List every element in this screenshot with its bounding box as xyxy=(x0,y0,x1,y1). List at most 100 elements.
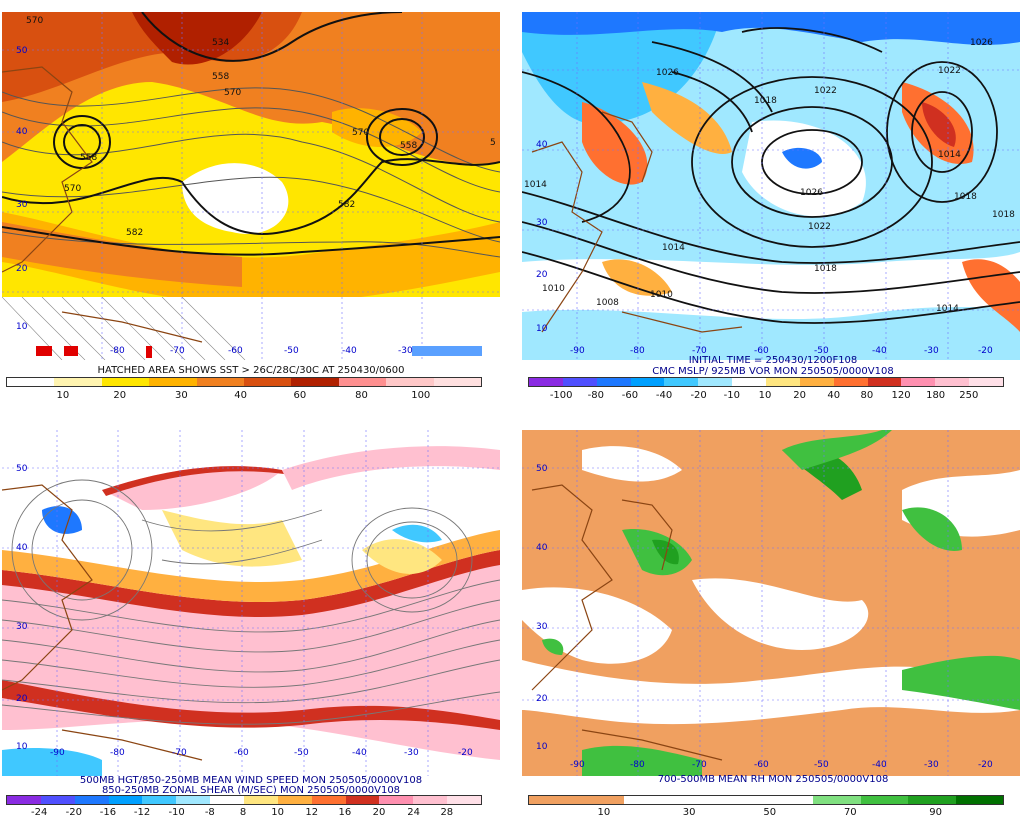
colorbar-label: 10 xyxy=(271,807,284,818)
colorbar-label: -100 xyxy=(549,390,573,401)
lon-label: -20 xyxy=(458,748,473,758)
contour-label: 1010 xyxy=(650,290,673,300)
colorbar-label: -20 xyxy=(690,390,707,401)
contour-label: 570 xyxy=(224,88,242,98)
colorbar-swatch xyxy=(969,378,1004,386)
contour-label: 1010 xyxy=(542,284,565,294)
colorbar-swatch xyxy=(955,796,1004,804)
lat-label: 40 xyxy=(536,140,548,150)
colorbar-swatch xyxy=(529,378,563,386)
lon-label: -40 xyxy=(342,346,357,356)
contour-label: 558 xyxy=(80,153,98,163)
contour-label: 1014 xyxy=(936,304,959,314)
colorbar-label: 120 xyxy=(891,390,911,401)
colorbar-label: -40 xyxy=(655,390,673,401)
colorbar xyxy=(6,795,482,805)
lat-label: 20 xyxy=(16,264,28,274)
colorbar-label: 28 xyxy=(440,807,454,818)
colorbar-labels: 10 20 30 40 60 80 100 xyxy=(6,390,480,402)
colorbar-swatch xyxy=(901,378,936,386)
contour-label: 1018 xyxy=(814,264,837,274)
lon-label: -50 xyxy=(814,760,829,770)
colorbar-swatch xyxy=(54,378,102,386)
colorbar-swatch xyxy=(379,796,414,804)
lat-label: 30 xyxy=(16,200,28,210)
colorbar-swatch xyxy=(630,378,665,386)
colorbar xyxy=(528,795,1004,805)
map-700-500mb-rh: 50 40 30 20 10 -90 -80 -70 -60 -50 -40 -… xyxy=(522,430,1020,776)
colorbar-swatch xyxy=(244,378,292,386)
colorbar-label: 30 xyxy=(682,807,696,818)
colorbar-swatch xyxy=(833,378,868,386)
colorbar-label: 70 xyxy=(843,807,857,818)
contour-label: 1022 xyxy=(814,86,837,96)
colorbar-label: 24 xyxy=(407,807,420,818)
colorbar-swatch xyxy=(413,796,448,804)
lon-label: -60 xyxy=(754,760,769,770)
map-500mb-hgt-wind-shear: 50 40 30 20 10 -90 -80 -70 -60 -50 -40 -… xyxy=(2,430,500,776)
lat-label: 20 xyxy=(536,270,548,280)
lon-label: -50 xyxy=(294,748,309,758)
panel-caption: 700-500MB MEAN RH MON 250505/0000V108 xyxy=(657,774,889,785)
lon-label: -90 xyxy=(570,346,585,356)
lat-label: 10 xyxy=(536,742,548,752)
lon-label: -60 xyxy=(754,346,769,356)
contour-label: 1022 xyxy=(938,66,961,76)
panel-sst-500mb: 570 534 558 570 558 570 582 582 558 570 … xyxy=(0,0,502,402)
colorbar-label: -24 xyxy=(31,807,48,818)
contour-label: 5 xyxy=(490,138,496,148)
lon-label: -30 xyxy=(924,346,939,356)
lat-label: 10 xyxy=(16,322,28,332)
colorbar-swatch xyxy=(596,378,631,386)
lon-label: -80 xyxy=(630,346,645,356)
lon-label: -70 xyxy=(170,346,185,356)
lon-label: -70 xyxy=(172,748,187,758)
colorbar-label: 16 xyxy=(338,807,352,818)
lat-label: 50 xyxy=(536,464,548,474)
colorbar-swatch xyxy=(291,378,339,386)
lon-label: -20 xyxy=(978,346,993,356)
colorbar-label: 90 xyxy=(929,807,942,818)
lat-label: 40 xyxy=(16,127,28,137)
lon-label: -60 xyxy=(228,346,243,356)
colorbar-swatch xyxy=(244,796,278,804)
colorbar-label: -20 xyxy=(65,807,82,818)
colorbar-swatch xyxy=(386,378,434,386)
panel-caption: CMC MSLP/ 925MB VOR MON 250505/0000V108 xyxy=(652,366,894,377)
colorbar-label: 12 xyxy=(305,807,319,818)
colorbar-swatch xyxy=(74,796,109,804)
colorbar-label: -12 xyxy=(133,807,151,818)
lon-label: -40 xyxy=(872,346,887,356)
map-mslp-925mb-vorticity: 1026 1022 1018 1026 1022 1018 1014 1010 … xyxy=(522,12,1020,360)
colorbar-swatch xyxy=(671,796,719,804)
colorbar-swatch xyxy=(196,378,245,386)
colorbar-label: -10 xyxy=(168,807,185,818)
colorbar-swatch xyxy=(732,378,767,386)
colorbar-label: 10 xyxy=(758,390,772,401)
colorbar-swatch xyxy=(860,796,909,804)
contour-label: 570 xyxy=(352,128,370,138)
colorbar-swatch xyxy=(813,796,861,804)
colorbar-swatch xyxy=(108,796,143,804)
colorbar-swatch xyxy=(210,796,245,804)
colorbar-swatch xyxy=(142,796,177,804)
contour-label: 570 xyxy=(64,184,82,194)
colorbar-swatch xyxy=(766,378,800,386)
colorbar-swatch xyxy=(277,796,312,804)
colorbar-swatch xyxy=(176,796,211,804)
colorbar-swatch xyxy=(935,378,970,386)
colorbar-swatch xyxy=(101,378,150,386)
panel-shear: 50 40 30 20 10 -90 -80 -70 -60 -50 -40 -… xyxy=(0,416,502,819)
lon-label: -90 xyxy=(570,760,585,770)
colorbar-label: 20 xyxy=(113,390,127,401)
colorbar-swatch xyxy=(338,378,387,386)
colorbar-label: 20 xyxy=(793,390,806,401)
panel-rh: 50 40 30 20 10 -90 -80 -70 -60 -50 -40 -… xyxy=(522,416,1024,819)
colorbar-label: -80 xyxy=(587,390,604,401)
panel-caption-shear: 850-250MB ZONAL SHEAR (M/SEC) MON 250505… xyxy=(101,785,401,796)
colorbar-swatch xyxy=(623,796,672,804)
contour-label: 570 xyxy=(26,16,44,26)
colorbar-swatch xyxy=(562,378,597,386)
colorbar-swatch xyxy=(149,378,197,386)
colorbar xyxy=(6,377,482,387)
